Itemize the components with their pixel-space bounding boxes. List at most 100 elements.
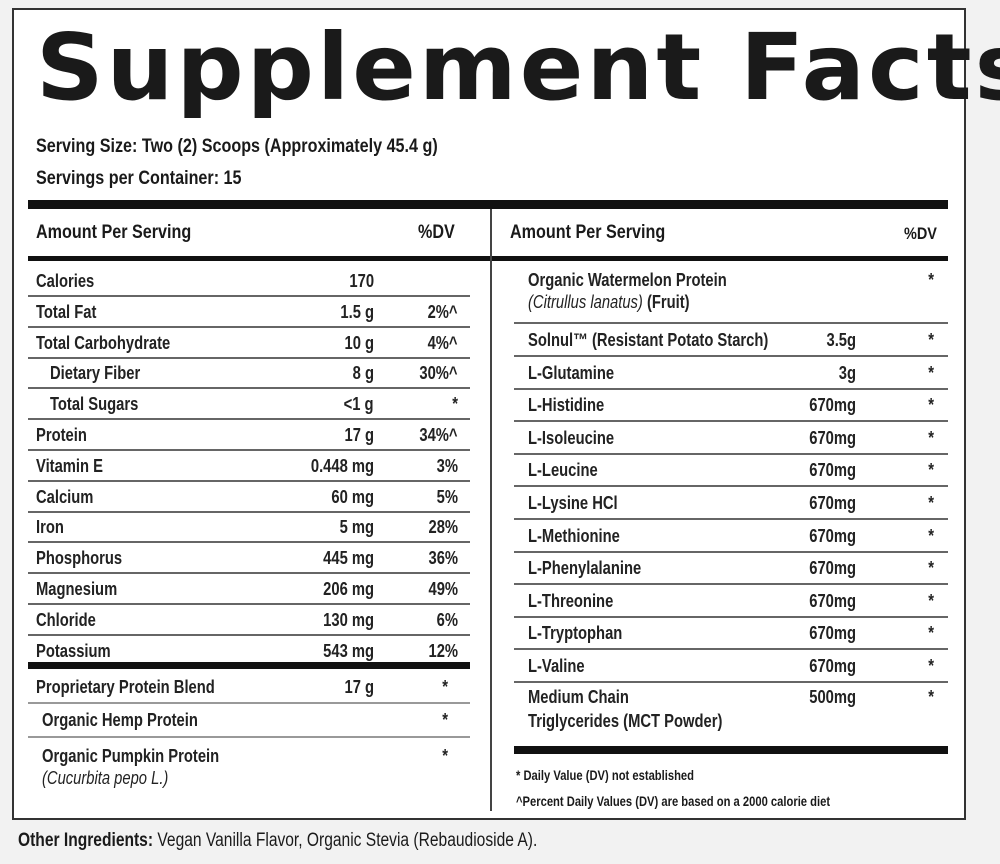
- nutrient-dv: 28%: [428, 517, 458, 538]
- nutrient-name: Phosphorus: [36, 548, 123, 569]
- ingredient-row: L-Leucine 670mg *: [514, 454, 948, 488]
- nutrient-row: Dietary Fiber 8 g 30%^: [28, 358, 470, 390]
- ingredient-row: L-Glutamine 3g *: [514, 357, 948, 390]
- nutrient-name: Total Sugars: [50, 394, 139, 415]
- blend-item-row: Organic Hemp Protein *: [28, 704, 470, 738]
- ingredient-row: L-Lysine HCl 670mg *: [514, 487, 948, 520]
- nutrient-amount: 543 mg: [323, 640, 374, 661]
- ingredient-row: L-Histidine 670mg *: [514, 389, 948, 423]
- ingredient-amount: 670mg: [809, 623, 856, 644]
- blend-dv: *: [442, 677, 448, 697]
- blend-item-row: Organic Pumpkin Protein (Cucurbita pepo …: [28, 738, 470, 788]
- ingredient-name: Organic Watermelon Protein: [528, 270, 727, 290]
- ingredient-latin: (Citrullus lanatus) (Fruit): [528, 292, 690, 313]
- left-header-amount: Amount Per Serving: [36, 222, 192, 243]
- supplement-facts-panel: Supplement Facts Serving Size: Two (2) S…: [12, 8, 1000, 820]
- ingredient-amount: 3g: [838, 362, 856, 383]
- ingredient-name: L-Phenylalanine: [528, 558, 642, 579]
- nutrient-row: Phosphorus 445 mg 36%: [28, 543, 470, 575]
- other-ingredients-label: Other Ingredients:: [18, 830, 154, 851]
- ingredient-amount: 670mg: [809, 558, 856, 579]
- footnote-percent: ^Percent Daily Values (DV) are based on …: [516, 793, 831, 809]
- divider-thick: [28, 200, 948, 209]
- nutrient-dv: 5%: [436, 486, 458, 507]
- blend-amount: 17 g: [344, 677, 374, 697]
- ingredient-amount: 670mg: [809, 460, 856, 481]
- nutrient-amount: 0.448 mg: [310, 455, 374, 476]
- ingredient-name: L-Histidine: [528, 395, 605, 416]
- nutrient-row: Total Carbohydrate 10 g 4%^: [28, 328, 470, 359]
- right-header-amount: Amount Per Serving: [510, 222, 666, 243]
- ingredient-row: Solnul™ (Resistant Potato Starch) 3.5g *: [514, 324, 948, 357]
- ingredient-row: L-Isoleucine 670mg *: [514, 422, 948, 455]
- ingredient-name: L-Methionine: [528, 525, 620, 546]
- nutrient-amount: 10 g: [344, 332, 374, 353]
- ingredient-dv: *: [928, 656, 934, 676]
- ingredient-dv: *: [928, 525, 934, 546]
- nutrient-row: Total Fat 1.5 g 2%^: [28, 297, 470, 328]
- blend-item-name: Organic Hemp Protein: [42, 710, 198, 730]
- nutrient-amount: 445 mg: [323, 548, 374, 569]
- left-header-dv: %DV: [418, 222, 455, 243]
- other-ingredients: Other Ingredients: Vegan Vanilla Flavor,…: [18, 830, 537, 852]
- nutrient-name: Chloride: [36, 609, 96, 630]
- nutrient-amount: <1 g: [344, 394, 374, 415]
- ingredient-row: L-Tryptophan 670mg *: [514, 617, 948, 651]
- blend-item-dv: *: [442, 710, 448, 730]
- ingredient-name: L-Lysine HCl: [528, 493, 618, 513]
- ingredient-row: L-Valine 670mg *: [514, 650, 948, 683]
- divider-blend: [28, 662, 470, 669]
- ingredient-row: L-Methionine 670mg *: [514, 520, 948, 553]
- nutrient-name: Total Fat: [36, 301, 97, 322]
- panel-title: Supplement Facts: [36, 14, 1000, 121]
- nutrient-amount: 60 mg: [331, 486, 374, 507]
- nutrient-row: Vitamin E 0.448 mg 3%: [28, 451, 470, 482]
- nutrient-dv: 2%^: [428, 301, 458, 322]
- divider-footnotes: [514, 746, 948, 754]
- nutrient-name: Total Carbohydrate: [36, 332, 171, 353]
- nutrient-row: Chloride 130 mg 6%: [28, 605, 470, 636]
- servings-per-container: Servings per Container: 15: [36, 168, 242, 189]
- nutrient-dv: 6%: [436, 609, 458, 630]
- nutrient-amount: 130 mg: [323, 609, 374, 630]
- nutrient-name: Calories: [36, 271, 95, 291]
- right-header-dv: %DV: [904, 224, 937, 243]
- ingredient-dv: *: [928, 395, 934, 416]
- ingredient-amount: 670mg: [809, 427, 856, 448]
- nutrient-name: Vitamin E: [36, 455, 103, 476]
- blend-item-dv: *: [442, 746, 448, 766]
- ingredient-name: Solnul™ (Resistant Potato Starch): [528, 330, 769, 350]
- ingredient-name: L-Glutamine: [528, 362, 615, 383]
- blend-row: Proprietary Protein Blend 17 g *: [28, 672, 470, 704]
- ingredient-amount: 670mg: [809, 590, 856, 611]
- ingredient-dv: *: [928, 623, 934, 644]
- ingredient-dv: *: [928, 330, 934, 350]
- ingredient-name: L-Tryptophan: [528, 623, 623, 644]
- ingredient-dv: *: [928, 270, 934, 290]
- blend-item-latin: (Cucurbita pepo L.): [42, 768, 169, 788]
- nutrient-row: Calories 170: [28, 266, 470, 297]
- nutrient-dv: 36%: [428, 548, 458, 569]
- nutrient-name: Dietary Fiber: [50, 363, 141, 384]
- nutrient-amount: 206 mg: [323, 579, 374, 599]
- nutrient-dv: 4%^: [428, 332, 458, 353]
- ingredient-row: Medium Chain Triglycerides (MCT Powder) …: [514, 683, 948, 741]
- nutrient-dv: 49%: [428, 579, 458, 599]
- nutrient-dv: 12%: [428, 640, 458, 661]
- nutrient-amount: 1.5 g: [340, 301, 374, 322]
- ingredient-name: L-Isoleucine: [528, 427, 615, 448]
- ingredient-dv: *: [928, 460, 934, 481]
- ingredient-dv: *: [928, 558, 934, 579]
- source-suffix: (Fruit): [646, 292, 690, 312]
- nutrient-amount: 5 mg: [339, 517, 374, 538]
- ingredient-amount: 670mg: [809, 395, 856, 416]
- nutrient-row: Iron 5 mg 28%: [28, 512, 470, 544]
- nutrient-name: Potassium: [36, 640, 111, 661]
- nutrient-name: Protein: [36, 425, 87, 445]
- ingredient-name: L-Leucine: [528, 460, 598, 481]
- nutrient-row: Calcium 60 mg 5%: [28, 482, 470, 513]
- column-divider: [490, 209, 492, 811]
- nutrient-name: Calcium: [36, 486, 94, 507]
- ingredient-amount: 500mg: [809, 687, 856, 707]
- nutrient-amount: 170: [349, 271, 374, 291]
